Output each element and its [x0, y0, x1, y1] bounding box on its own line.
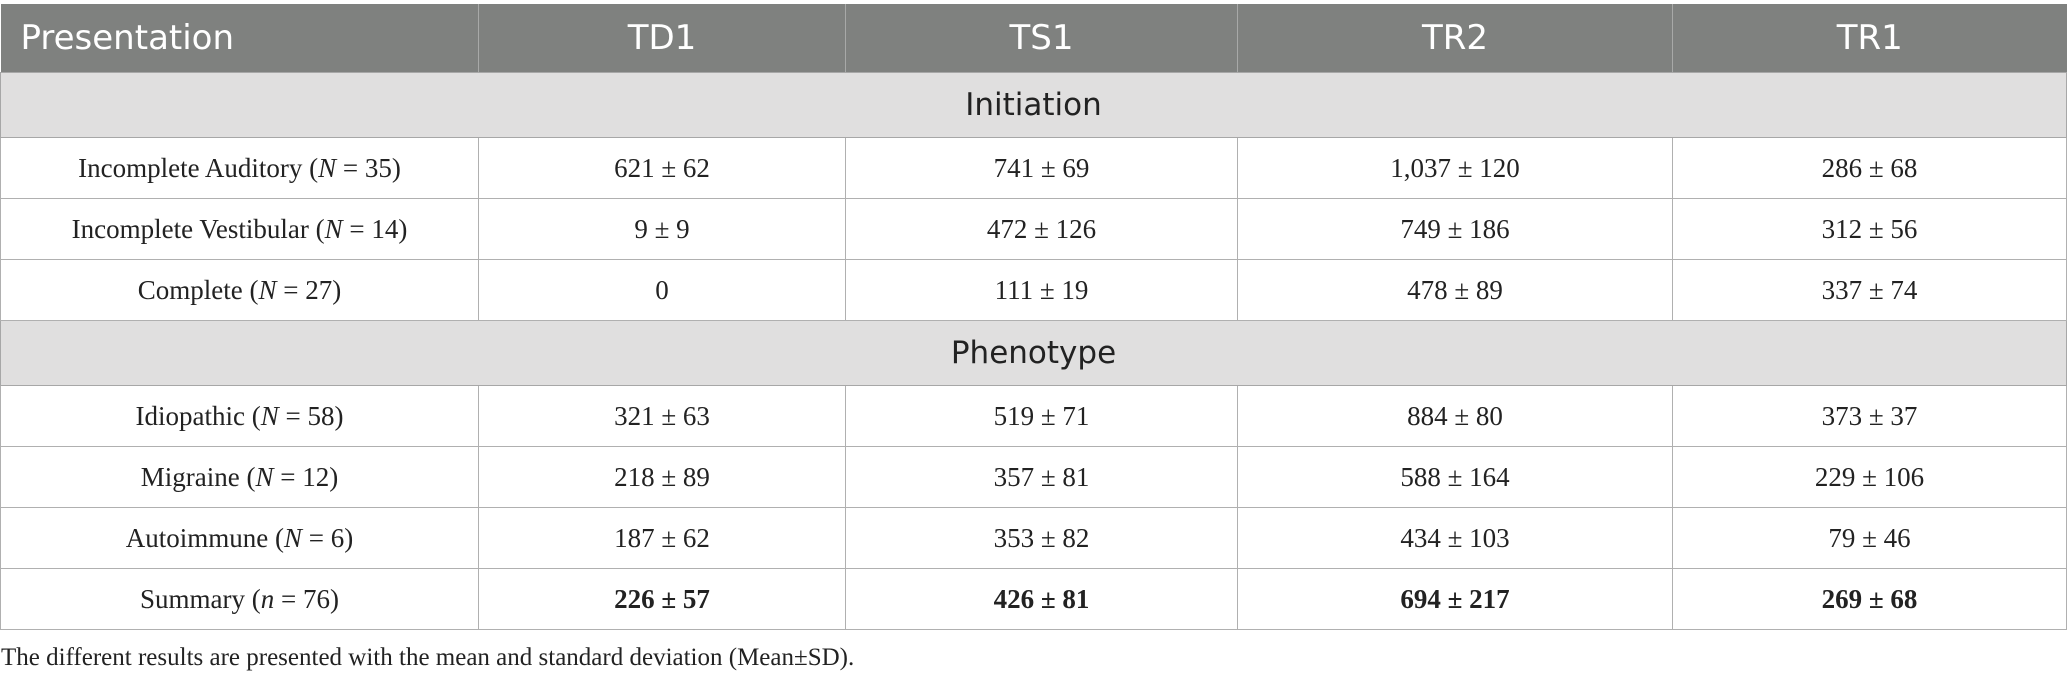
cell-td1: 9 ± 9	[478, 198, 846, 260]
section-row-initiation: Initiation	[0, 72, 2067, 138]
cell-td1: 321 ± 63	[478, 385, 846, 447]
cell-tr2: 478 ± 89	[1237, 259, 1673, 321]
cell-tr1: 286 ± 68	[1672, 137, 2067, 199]
cell-td1: 187 ± 62	[478, 507, 846, 569]
table-row: Migraine (N = 12) 218 ± 89 357 ± 81 588 …	[0, 446, 2067, 508]
cell-tr1: 337 ± 74	[1672, 259, 2067, 321]
cell-ts1: 111 ± 19	[845, 259, 1238, 321]
header-tr2: TR2	[1237, 4, 1673, 73]
cell-tr2: 884 ± 80	[1237, 385, 1673, 447]
table-row: Incomplete Auditory (N = 35) 621 ± 62 74…	[0, 137, 2067, 199]
cell-tr2: 588 ± 164	[1237, 446, 1673, 508]
cell-tr1: 79 ± 46	[1672, 507, 2067, 569]
summary-row: Summary (n = 76) 226 ± 57 426 ± 81 694 ±…	[0, 568, 2067, 630]
row-label: Idiopathic (N = 58)	[0, 385, 479, 447]
cell-tr2: 749 ± 186	[1237, 198, 1673, 260]
header-row: Presentation TD1 TS1 TR2 TR1	[0, 4, 2067, 73]
cell-ts1: 353 ± 82	[845, 507, 1238, 569]
header-td1: TD1	[478, 4, 846, 73]
header-ts1: TS1	[845, 4, 1238, 73]
cell-tr2: 434 ± 103	[1237, 507, 1673, 569]
cell-tr2: 694 ± 217	[1237, 568, 1673, 630]
cell-ts1: 357 ± 81	[845, 446, 1238, 508]
cell-ts1: 472 ± 126	[845, 198, 1238, 260]
row-label: Incomplete Auditory (N = 35)	[0, 137, 479, 199]
table-row: Complete (N = 27) 0 111 ± 19 478 ± 89 33…	[0, 259, 2067, 321]
row-label: Autoimmune (N = 6)	[0, 507, 479, 569]
section-title: Initiation	[0, 72, 2067, 138]
table-row: Autoimmune (N = 6) 187 ± 62 353 ± 82 434…	[0, 507, 2067, 569]
section-title: Phenotype	[0, 320, 2067, 386]
header-presentation: Presentation	[0, 4, 479, 73]
cell-td1: 621 ± 62	[478, 137, 846, 199]
cell-tr2: 1,037 ± 120	[1237, 137, 1673, 199]
table-row: Idiopathic (N = 58) 321 ± 63 519 ± 71 88…	[0, 385, 2067, 447]
cell-ts1: 519 ± 71	[845, 385, 1238, 447]
row-label: Migraine (N = 12)	[0, 446, 479, 508]
cell-ts1: 741 ± 69	[845, 137, 1238, 199]
section-row-phenotype: Phenotype	[0, 320, 2067, 386]
cell-tr1: 373 ± 37	[1672, 385, 2067, 447]
cell-tr1: 269 ± 68	[1672, 568, 2067, 630]
row-label: Complete (N = 27)	[0, 259, 479, 321]
cell-td1: 218 ± 89	[478, 446, 846, 508]
cell-ts1: 426 ± 81	[845, 568, 1238, 630]
row-label: Summary (n = 76)	[0, 568, 479, 630]
cell-td1: 226 ± 57	[478, 568, 846, 630]
results-table: Presentation TD1 TS1 TR2 TR1 Initiation …	[0, 4, 2067, 630]
header-tr1: TR1	[1672, 4, 2067, 73]
table-row: Incomplete Vestibular (N = 14) 9 ± 9 472…	[0, 198, 2067, 260]
cell-tr1: 312 ± 56	[1672, 198, 2067, 260]
cell-tr1: 229 ± 106	[1672, 446, 2067, 508]
cell-td1: 0	[478, 259, 846, 321]
results-table-container: Presentation TD1 TS1 TR2 TR1 Initiation …	[0, 4, 2067, 630]
table-footnote: The different results are presented with…	[1, 644, 855, 671]
row-label: Incomplete Vestibular (N = 14)	[0, 198, 479, 260]
